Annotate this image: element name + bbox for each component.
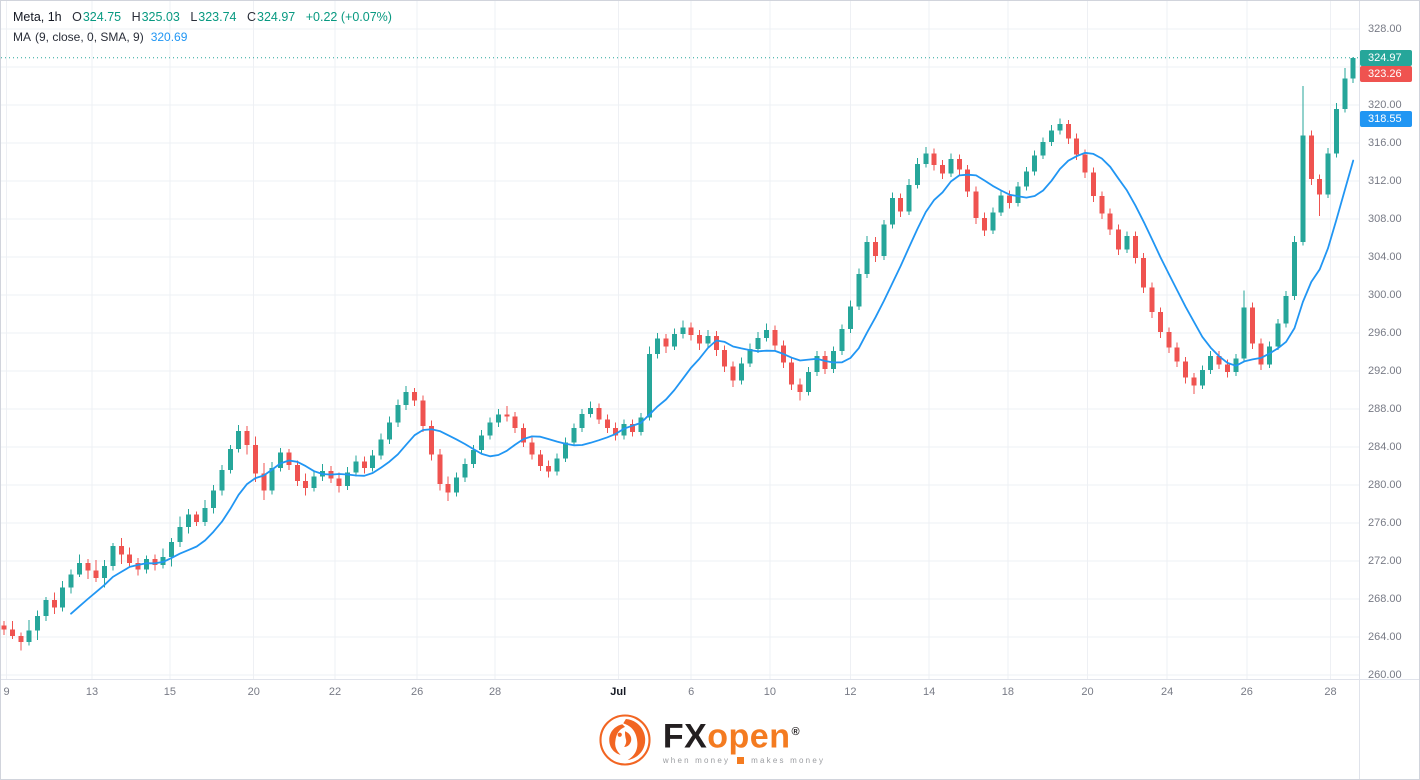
price-axis-border [1359, 1, 1360, 779]
time-axis-label: 22 [328, 686, 342, 698]
legend-ohlc-row: Meta, 1h O324.75 H325.03 L323.74 C324.97… [13, 9, 392, 26]
time-axis-label: 20 [247, 686, 260, 698]
time-axis-label: 18 [1001, 686, 1015, 698]
low-label: L [190, 10, 198, 24]
ma-indicator-title[interactable]: MA [13, 30, 31, 44]
high-value: 325.03 [141, 10, 180, 24]
symbol-title[interactable]: Meta, 1h [13, 10, 62, 24]
ma-indicator-value: 320.69 [150, 30, 188, 44]
brand-fx-text: FX [662, 717, 708, 756]
close-label: C [247, 10, 257, 24]
open-value: 324.75 [82, 10, 122, 24]
time-axis-label: 13 [85, 686, 99, 698]
candlestick-chart-pane[interactable] [1, 1, 1359, 780]
price-axis-label: 296.00 [1368, 327, 1402, 339]
price-axis-label: 260.00 [1368, 669, 1402, 681]
ma-indicator-params: (9, close, 0, SMA, 9) [35, 30, 144, 44]
time-axis[interactable]: 9 13 15 20 22 26 28 Jul 6 10 12 14 18 20 24 26 28 [1, 680, 1359, 704]
brand-open-text: open [707, 717, 791, 756]
last-price-badge: 324.97 [1360, 49, 1412, 66]
time-axis-label: 26 [1240, 686, 1253, 698]
high-label: H [131, 10, 141, 24]
price-axis-label: 284.00 [1368, 441, 1402, 453]
price-axis-label: 292.00 [1368, 365, 1402, 377]
gridlines [1, 1, 1359, 679]
price-axis-label: 272.00 [1368, 555, 1402, 567]
ma-price-badge: 318.55 [1360, 110, 1412, 127]
time-axis-label: 24 [1161, 686, 1174, 698]
broker-footer: FXopen® when money makes money [1, 703, 1419, 777]
tagline-right: makes money [751, 756, 826, 766]
time-axis-label: 28 [488, 686, 502, 698]
price-axis-label: 308.00 [1368, 213, 1402, 225]
fxopen-wordmark: FXopen® when money makes money [663, 715, 825, 765]
price-axis-label: 280.00 [1368, 479, 1402, 491]
registered-mark: ® [791, 725, 801, 738]
change-value: +0.22 (+0.07%) [305, 10, 392, 24]
time-axis-label: 26 [411, 686, 424, 698]
open-label: O [72, 10, 82, 24]
price-axis-label: 264.00 [1368, 631, 1402, 643]
price-axis-label: 300.00 [1368, 289, 1402, 301]
prev-close-price-badge: 323.26 [1360, 66, 1412, 83]
time-axis-label: 15 [163, 686, 177, 698]
price-axis-label: 320.00 [1368, 99, 1402, 111]
time-axis-label: 9 [3, 686, 10, 698]
time-axis-border [1, 679, 1419, 680]
time-axis-label: 12 [844, 686, 857, 698]
price-axis-label: 288.00 [1368, 403, 1402, 415]
tagline-separator-square [737, 757, 745, 765]
low-value: 323.74 [198, 10, 237, 24]
time-axis-label: 14 [923, 686, 936, 698]
tagline-left: when money [662, 756, 731, 766]
brand-tagline: when money makes money [663, 756, 825, 765]
time-axis-label: 6 [688, 686, 695, 698]
fxopen-dragon-logo-icon [599, 714, 651, 766]
time-axis-label: 20 [1081, 686, 1094, 698]
price-axis-label: 276.00 [1368, 517, 1402, 529]
price-axis-label: 304.00 [1368, 251, 1402, 263]
close-value: 324.97 [257, 10, 296, 24]
legend-ma-row: MA (9, close, 0, SMA, 9) 320.69 [13, 29, 392, 46]
ma-line [70, 151, 1355, 615]
time-axis-label: 28 [1324, 686, 1337, 698]
price-axis-label: 312.00 [1368, 175, 1402, 187]
time-axis-label: 10 [763, 686, 777, 698]
time-axis-label: Jul [610, 686, 627, 698]
candlestick-series [1, 57, 1356, 651]
price-axis-label: 268.00 [1368, 593, 1402, 605]
legend: Meta, 1h O324.75 H325.03 L323.74 C324.97… [13, 9, 392, 46]
price-axis-label: 328.00 [1368, 23, 1402, 35]
price-axis-label: 316.00 [1368, 137, 1402, 149]
